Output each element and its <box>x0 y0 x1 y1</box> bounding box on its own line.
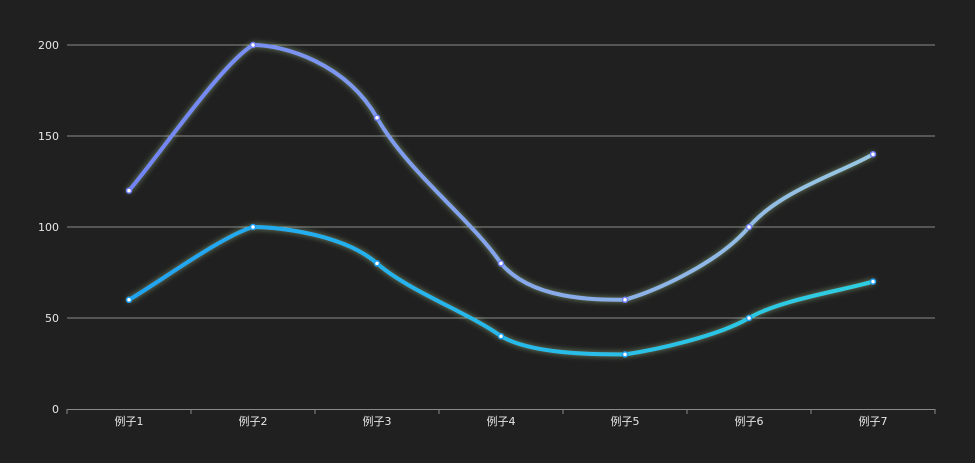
data-point <box>249 223 257 231</box>
y-axis: 0 50 100 150 200 <box>38 39 59 416</box>
data-point <box>125 187 133 194</box>
y-tick-label: 0 <box>52 403 59 416</box>
data-point <box>125 296 133 304</box>
y-tick-label: 200 <box>38 39 59 52</box>
x-tick-label: 例子2 <box>239 414 268 428</box>
grid-lines <box>67 44 935 319</box>
x-tick-label: 例子1 <box>115 414 144 428</box>
data-point <box>373 260 381 267</box>
y-tick-label: 150 <box>38 130 59 143</box>
x-axis: 例子1 例子2 例子3 例子4 例子5 例子6 例子7 <box>66 409 936 428</box>
data-point <box>249 41 257 49</box>
x-tick-label: 例子5 <box>611 414 640 428</box>
data-point <box>869 150 877 158</box>
y-tick-label: 100 <box>38 221 59 234</box>
data-point <box>869 278 877 285</box>
x-tick-label: 例子6 <box>735 414 764 428</box>
data-point <box>745 223 753 231</box>
x-tick-label: 例子3 <box>363 414 392 428</box>
data-point <box>621 296 629 304</box>
series-layer <box>125 41 877 358</box>
data-point <box>497 260 505 267</box>
data-point <box>745 314 753 322</box>
x-tick-label: 例子4 <box>487 414 516 428</box>
data-point <box>373 114 381 122</box>
y-tick-label: 50 <box>45 312 59 325</box>
data-point <box>621 351 629 358</box>
data-point <box>497 332 505 340</box>
x-tick-label: 例子7 <box>859 414 888 428</box>
